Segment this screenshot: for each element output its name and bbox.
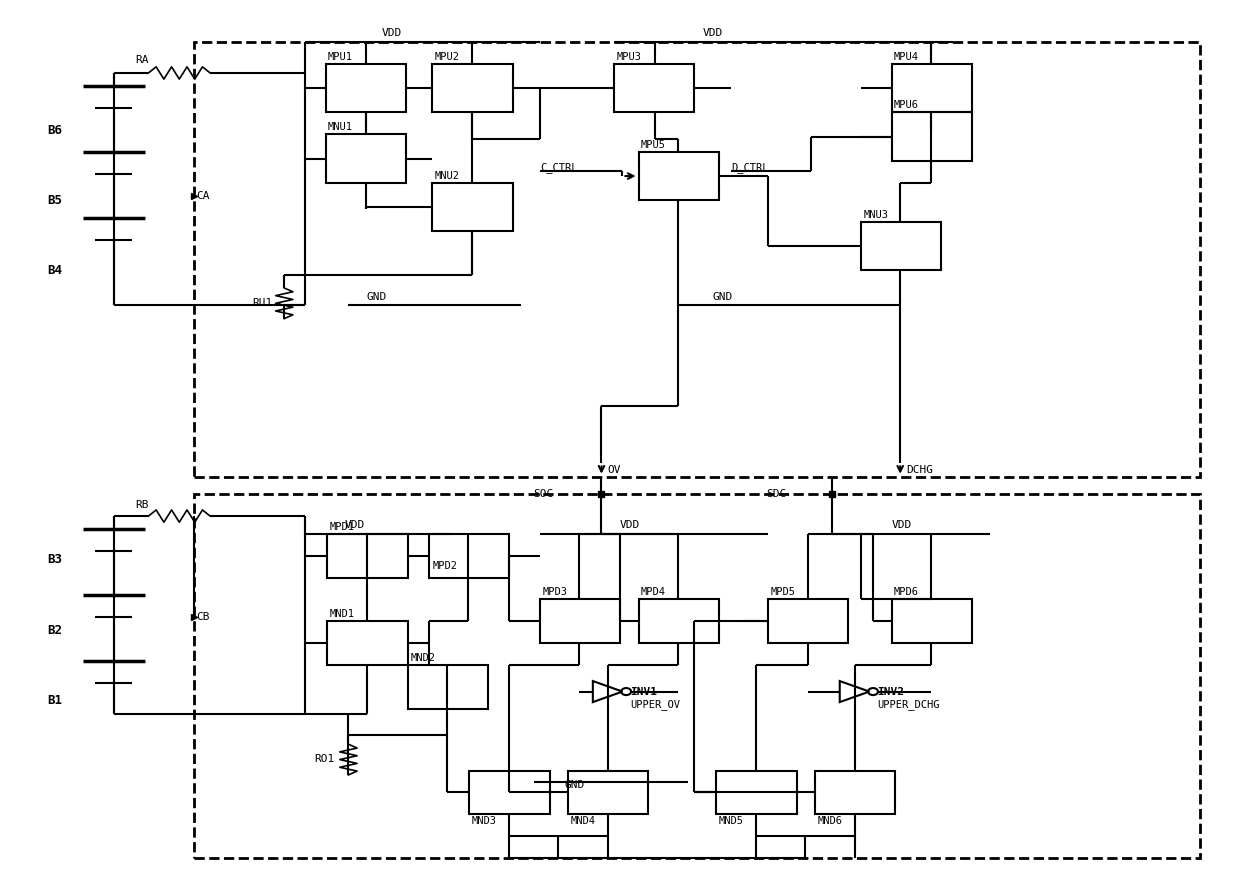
Text: MPD2: MPD2 [433,561,458,571]
Bar [327,533,408,577]
Text: MPU3: MPU3 [616,52,641,62]
Text: RO1: RO1 [314,754,334,764]
Text: UPPER_OV: UPPER_OV [630,699,680,710]
Bar [717,771,796,814]
Text: MND3: MND3 [472,817,497,826]
Text: MND6: MND6 [817,817,842,826]
Text: MPU5: MPU5 [641,140,666,150]
Text: MNU3: MNU3 [863,210,888,220]
Text: UPPER_DCHG: UPPER_DCHG [877,699,939,710]
Text: MPU4: MPU4 [894,52,919,62]
Bar [429,533,508,577]
Text: VDD: VDD [382,28,402,39]
Text: MPD6: MPD6 [894,587,919,598]
Text: B2: B2 [47,623,62,637]
Text: CA: CA [197,191,210,200]
Text: DCHG: DCHG [906,464,934,474]
Text: MND4: MND4 [570,817,595,826]
Bar [470,771,549,814]
Text: MPD1: MPD1 [330,522,355,532]
Bar [326,64,407,112]
Text: CB: CB [197,612,210,622]
Text: B4: B4 [47,264,62,277]
Bar [639,152,719,200]
Text: GND: GND [713,291,733,302]
Text: B6: B6 [47,124,62,137]
Text: GND: GND [367,291,387,302]
Text: SDC: SDC [766,489,786,499]
Bar [815,771,895,814]
Bar [195,494,1200,858]
Text: INV1: INV1 [630,687,657,697]
Text: OV: OV [608,464,621,474]
Text: MPD4: MPD4 [641,587,666,598]
Text: MPD3: MPD3 [542,587,567,598]
Text: B3: B3 [47,554,62,567]
Bar [892,112,972,161]
Text: VDD: VDD [892,520,911,530]
Text: RU1: RU1 [252,298,273,308]
Text: B5: B5 [47,193,62,207]
Text: RB: RB [135,500,149,509]
Bar [892,64,972,112]
Bar [408,665,487,709]
Text: MNU2: MNU2 [435,170,460,181]
Text: GND: GND [564,781,585,790]
Text: MPD5: MPD5 [770,587,796,598]
Text: MND1: MND1 [330,609,355,619]
Bar [433,64,512,112]
Text: VDD: VDD [702,28,723,39]
Bar [639,600,719,644]
Bar [539,600,620,644]
Text: C_CTRL: C_CTRL [539,162,578,173]
Bar [614,64,694,112]
Text: MPU2: MPU2 [435,52,460,62]
Text: B1: B1 [47,694,62,707]
Bar [568,771,649,814]
Text: SOC: SOC [533,489,553,499]
Text: VDD: VDD [345,520,365,530]
Bar [195,42,1200,477]
Bar [861,223,941,270]
Bar [433,183,512,231]
Text: MPU1: MPU1 [327,52,352,62]
Text: MND2: MND2 [410,653,435,663]
Text: VDD: VDD [620,520,640,530]
Text: RA: RA [135,55,149,64]
Text: MND5: MND5 [719,817,744,826]
Text: MNU1: MNU1 [327,123,352,132]
Text: MPU6: MPU6 [894,101,919,110]
Bar [326,134,407,183]
Bar [327,622,408,665]
Text: INV2: INV2 [877,687,904,697]
Bar [892,600,972,644]
Bar [768,600,848,644]
Text: D_CTRL: D_CTRL [732,162,769,173]
